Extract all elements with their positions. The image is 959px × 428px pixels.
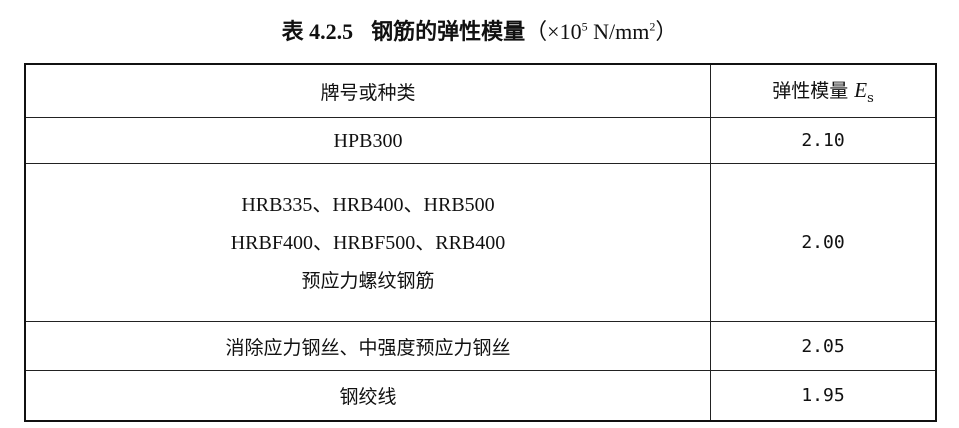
grade-cell: 钢绞线 bbox=[24, 370, 711, 421]
modulus-cell: 2.05 bbox=[710, 321, 937, 371]
table-title: 表 4.2.5 钢筋的弹性模量（×105 N/mm2） bbox=[0, 14, 959, 46]
header-grade: 牌号或种类 bbox=[24, 63, 711, 118]
grade-cell: 消除应力钢丝、中强度预应力钢丝 bbox=[24, 321, 711, 371]
table-number: 表 4.2.5 bbox=[281, 19, 354, 44]
header-modulus: 弹性模量 Es bbox=[710, 63, 937, 118]
table-row: HPB300 2.10 bbox=[24, 117, 937, 164]
modulus-cell: 2.10 bbox=[710, 117, 937, 164]
table-name: 钢筋的弹性模量 bbox=[371, 19, 526, 45]
modulus-cell: 2.00 bbox=[710, 163, 937, 322]
grade-cell: HRB335、HRB400、HRB500 HRBF400、HRBF500、RRB… bbox=[24, 163, 711, 322]
modulus-cell: 1.95 bbox=[710, 370, 937, 421]
grade-cell: HPB300 bbox=[24, 117, 711, 164]
header-row: 牌号或种类 弹性模量 Es bbox=[24, 63, 937, 118]
elastic-modulus-table: 牌号或种类 弹性模量 Es HPB300 2.10 HRB335、HRB400、… bbox=[24, 63, 937, 422]
table-unit: （×105 N/mm2） bbox=[525, 19, 678, 44]
table-row: 钢绞线 1.95 bbox=[24, 370, 937, 421]
table-row: 消除应力钢丝、中强度预应力钢丝 2.05 bbox=[24, 321, 937, 371]
table-row: HRB335、HRB400、HRB500 HRBF400、HRBF500、RRB… bbox=[24, 163, 937, 322]
